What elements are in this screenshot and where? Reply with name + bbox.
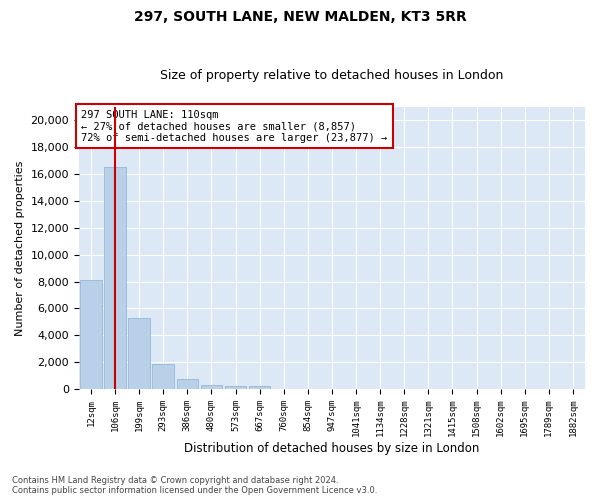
Bar (104, 168, 126, 389)
Title: Size of property relative to detached houses in London: Size of property relative to detached ho… (160, 69, 503, 82)
Y-axis label: Number of detached properties: Number of detached properties (15, 160, 25, 336)
X-axis label: Distribution of detached houses by size in London: Distribution of detached houses by size … (184, 442, 479, 455)
Bar (80, 280, 102, 389)
Text: Contains HM Land Registry data © Crown copyright and database right 2024.
Contai: Contains HM Land Registry data © Crown c… (12, 476, 377, 495)
Text: 297 SOUTH LANE: 110sqm
← 27% of detached houses are smaller (8,857)
72% of semi-: 297 SOUTH LANE: 110sqm ← 27% of detached… (82, 110, 388, 143)
Bar (152, 364, 174, 389)
Text: 297, SOUTH LANE, NEW MALDEN, KT3 5RR: 297, SOUTH LANE, NEW MALDEN, KT3 5RR (134, 10, 466, 24)
Bar (176, 379, 198, 389)
Bar (249, 386, 271, 389)
Bar (128, 318, 150, 389)
Bar (200, 385, 222, 389)
Bar (225, 386, 247, 389)
